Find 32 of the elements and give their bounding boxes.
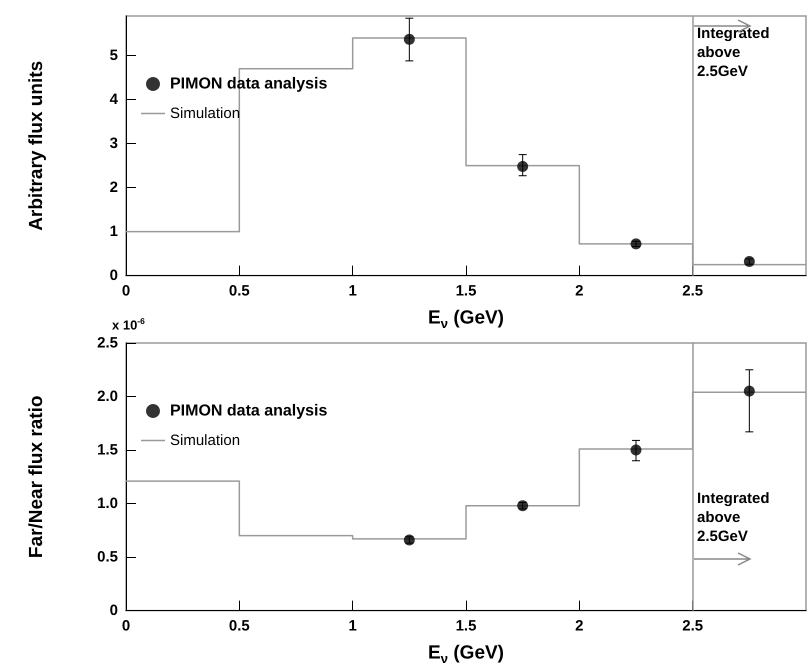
y-tick-label: 1 xyxy=(110,223,118,240)
y-tick-label: 0 xyxy=(110,602,118,620)
y-tick-label: 1.0 xyxy=(97,495,118,512)
y-axis-title: Arbitrary flux units xyxy=(26,60,47,231)
x-tick-label: 1.5 xyxy=(456,618,476,635)
x-tick-label: 2.5 xyxy=(682,282,704,300)
annotation: Integrated above 2.5GeV xyxy=(697,490,774,545)
annotation: Integrated above 2.5GeV xyxy=(697,25,774,80)
legend-label: PIMON data analysis xyxy=(170,76,328,92)
y-tick-label: 2 xyxy=(110,179,118,196)
x-tick-label: 1 xyxy=(348,282,357,300)
x-tick-label: 1 xyxy=(348,618,357,635)
x-tick-label: 2 xyxy=(575,282,584,300)
x-tick-label: 0 xyxy=(122,282,130,300)
x-tick-label: 0.5 xyxy=(228,282,250,300)
x-tick-label: 0 xyxy=(122,618,130,635)
legend-label: Simulation xyxy=(170,105,240,122)
x-tick-label: 1.5 xyxy=(456,282,476,300)
x-tick-label: 2.5 xyxy=(682,618,704,635)
y-tick-label: 0 xyxy=(110,267,118,284)
y-tick-label: 3 xyxy=(110,135,118,152)
y-tick-label: 4 xyxy=(110,91,119,108)
y-tick-label: 5 xyxy=(110,47,118,64)
legend-label: PIMON data analysis xyxy=(170,402,328,420)
y-tick-label: 2.5 xyxy=(97,334,118,352)
x-tick-label: 0.5 xyxy=(228,618,250,635)
y-tick-label: 0.5 xyxy=(97,548,118,566)
y-tick-label: 2.0 xyxy=(97,388,118,406)
y-tick-label: 1.5 xyxy=(97,442,118,459)
y-axis-title: Far/Near flux ratio xyxy=(26,395,47,558)
x-tick-label: 2 xyxy=(575,618,584,635)
legend-label: Simulation xyxy=(170,432,240,449)
